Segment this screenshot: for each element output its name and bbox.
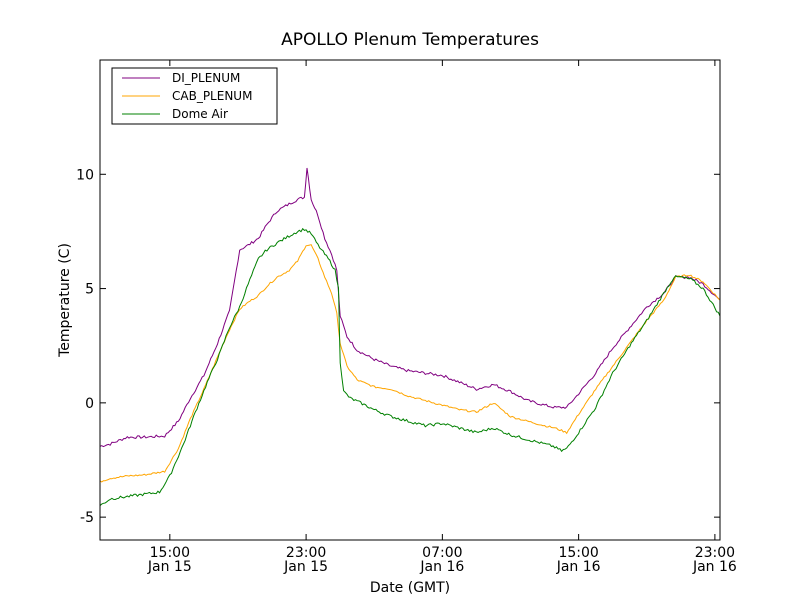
legend-label-cab-plenum: CAB_PLENUM (172, 89, 252, 103)
y-tick-label: 5 (85, 282, 94, 298)
series-layer (99, 167, 721, 506)
plot-frame (99, 59, 721, 541)
y-tick-label: 10 (76, 167, 94, 183)
x-tick-label-date: Jan 16 (556, 559, 601, 575)
y-tick-label: 0 (85, 396, 94, 412)
x-tick-label-time: 23:00 (286, 545, 326, 561)
x-axis-label: Date (GMT) (370, 580, 450, 596)
series-line-di-plenum (99, 167, 721, 448)
legend-label-di-plenum: DI_PLENUM (172, 71, 240, 85)
y-tick-label: -5 (80, 510, 94, 526)
series-line-cab-plenum (99, 244, 721, 483)
x-tick-label-date: Jan 15 (147, 559, 192, 575)
x-tick-label-date: Jan 16 (419, 559, 464, 575)
x-tick-label-time: 07:00 (422, 545, 462, 561)
x-tick-label-time: 15:00 (558, 545, 598, 561)
x-tick-label-time: 23:00 (695, 545, 735, 561)
series-line-dome-air (99, 227, 721, 506)
x-tick-label-time: 15:00 (150, 545, 190, 561)
legend-label-dome-air: Dome Air (172, 107, 228, 121)
x-tick-label-date: Jan 15 (283, 559, 328, 575)
chart-title: APOLLO Plenum Temperatures (281, 30, 539, 50)
y-axis-label: Temperature (C) (57, 243, 73, 358)
legend: DI_PLENUM CAB_PLENUM Dome Air (111, 67, 278, 125)
x-tick-label-date: Jan 16 (692, 559, 737, 575)
